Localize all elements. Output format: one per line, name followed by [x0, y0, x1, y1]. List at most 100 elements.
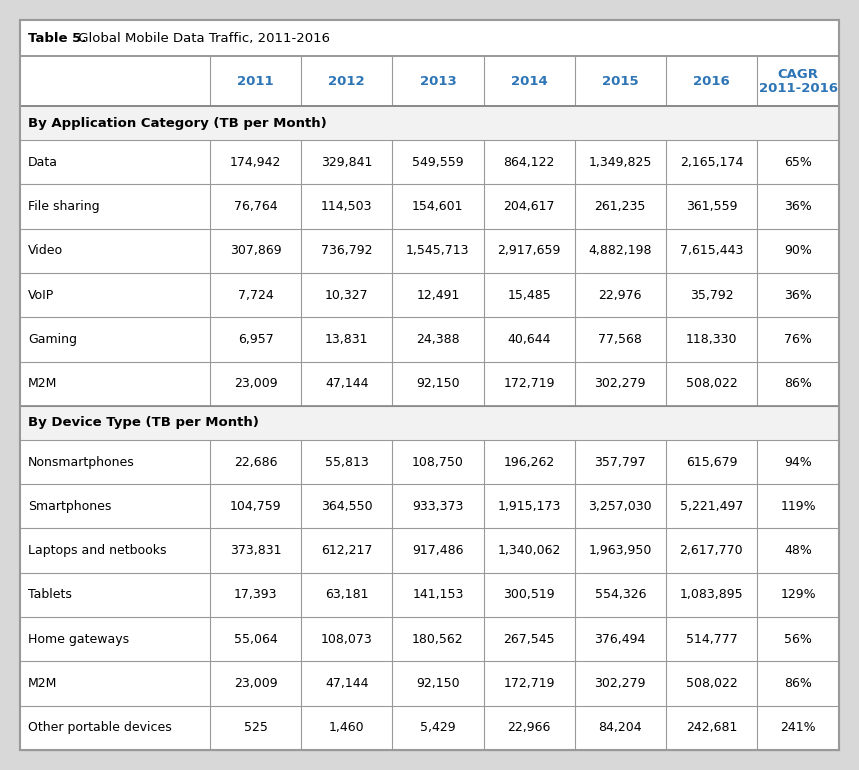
Text: 2011-2016: 2011-2016	[758, 82, 838, 95]
Text: 736,792: 736,792	[321, 244, 373, 257]
Text: 22,976: 22,976	[599, 289, 642, 302]
Text: 55,064: 55,064	[234, 633, 277, 646]
Text: By Application Category (TB per Month): By Application Category (TB per Month)	[28, 116, 326, 129]
Text: 3,257,030: 3,257,030	[588, 500, 652, 513]
Text: CAGR: CAGR	[777, 68, 819, 81]
Text: 300,519: 300,519	[503, 588, 555, 601]
Text: 917,486: 917,486	[412, 544, 464, 557]
Text: 361,559: 361,559	[685, 200, 737, 213]
Text: 204,617: 204,617	[503, 200, 555, 213]
Bar	[20, 229, 839, 273]
Bar	[20, 20, 839, 56]
Text: 508,022: 508,022	[685, 377, 737, 390]
Text: 261,235: 261,235	[594, 200, 646, 213]
Text: 55,813: 55,813	[325, 456, 369, 468]
Text: 7,615,443: 7,615,443	[679, 244, 743, 257]
Text: 1,545,713: 1,545,713	[406, 244, 470, 257]
Text: 514,777: 514,777	[685, 633, 737, 646]
Text: 2013: 2013	[419, 75, 456, 88]
Text: 141,153: 141,153	[412, 588, 464, 601]
Text: 56%: 56%	[784, 633, 812, 646]
Bar	[20, 106, 839, 140]
Bar	[20, 661, 839, 705]
Text: 4,882,198: 4,882,198	[588, 244, 652, 257]
Text: 615,679: 615,679	[685, 456, 737, 468]
Text: 84,204: 84,204	[599, 721, 642, 735]
Text: 307,869: 307,869	[229, 244, 282, 257]
Text: 15,485: 15,485	[507, 289, 551, 302]
Text: 77,568: 77,568	[599, 333, 643, 346]
Text: 104,759: 104,759	[229, 500, 282, 513]
Bar	[20, 528, 839, 573]
Text: 92,150: 92,150	[416, 377, 460, 390]
Text: Table 5.: Table 5.	[28, 32, 87, 45]
Text: 23,009: 23,009	[234, 377, 277, 390]
Text: 1,083,895: 1,083,895	[679, 588, 743, 601]
Text: 612,217: 612,217	[321, 544, 373, 557]
Text: 63,181: 63,181	[325, 588, 369, 601]
Text: 114,503: 114,503	[321, 200, 373, 213]
Bar	[20, 317, 839, 362]
Text: 118,330: 118,330	[685, 333, 737, 346]
Text: Nonsmartphones: Nonsmartphones	[28, 456, 135, 468]
Text: 1,915,173: 1,915,173	[497, 500, 561, 513]
Text: 6,957: 6,957	[238, 333, 273, 346]
Bar	[20, 273, 839, 317]
Text: 2012: 2012	[328, 75, 365, 88]
Text: Tablets: Tablets	[28, 588, 72, 601]
Text: By Device Type (TB per Month): By Device Type (TB per Month)	[28, 417, 259, 430]
Text: 267,545: 267,545	[503, 633, 555, 646]
Text: 1,460: 1,460	[329, 721, 364, 735]
Text: 94%: 94%	[784, 456, 812, 468]
Text: 92,150: 92,150	[416, 677, 460, 690]
Text: 108,073: 108,073	[321, 633, 373, 646]
Text: 65%: 65%	[784, 156, 812, 169]
Text: 2,617,770: 2,617,770	[679, 544, 743, 557]
Text: 48%: 48%	[784, 544, 812, 557]
Text: 933,373: 933,373	[412, 500, 464, 513]
Bar	[20, 56, 839, 106]
Bar	[20, 362, 839, 406]
Text: 47,144: 47,144	[325, 677, 369, 690]
Bar	[20, 617, 839, 661]
Text: 119%: 119%	[780, 500, 816, 513]
Text: 35,792: 35,792	[690, 289, 734, 302]
Text: Other portable devices: Other portable devices	[28, 721, 172, 735]
Text: 373,831: 373,831	[230, 544, 282, 557]
Text: 47,144: 47,144	[325, 377, 369, 390]
Text: 508,022: 508,022	[685, 677, 737, 690]
Text: 172,719: 172,719	[503, 677, 555, 690]
Text: 357,797: 357,797	[594, 456, 646, 468]
Text: Video: Video	[28, 244, 63, 257]
Text: Laptops and netbooks: Laptops and netbooks	[28, 544, 167, 557]
Text: 2,165,174: 2,165,174	[679, 156, 743, 169]
Text: 364,550: 364,550	[321, 500, 373, 513]
Text: VoIP: VoIP	[28, 289, 54, 302]
Text: Home gateways: Home gateways	[28, 633, 129, 646]
Text: Global Mobile Data Traffic, 2011-2016: Global Mobile Data Traffic, 2011-2016	[74, 32, 330, 45]
Text: 525: 525	[244, 721, 267, 735]
Text: 302,279: 302,279	[594, 377, 646, 390]
Text: Smartphones: Smartphones	[28, 500, 112, 513]
Text: 329,841: 329,841	[321, 156, 373, 169]
Text: 174,942: 174,942	[230, 156, 281, 169]
Bar	[20, 440, 839, 484]
Text: Gaming: Gaming	[28, 333, 77, 346]
Text: 86%: 86%	[784, 677, 812, 690]
Bar	[20, 140, 839, 184]
Text: 172,719: 172,719	[503, 377, 555, 390]
Bar	[20, 573, 839, 617]
Text: 2015: 2015	[602, 75, 638, 88]
Text: 24,388: 24,388	[416, 333, 460, 346]
Bar	[20, 406, 839, 440]
Text: 196,262: 196,262	[503, 456, 555, 468]
Text: 302,279: 302,279	[594, 677, 646, 690]
Text: M2M: M2M	[28, 377, 58, 390]
Text: 180,562: 180,562	[412, 633, 464, 646]
Text: 1,340,062: 1,340,062	[497, 544, 561, 557]
Text: 242,681: 242,681	[685, 721, 737, 735]
Text: 5,429: 5,429	[420, 721, 456, 735]
Text: 154,601: 154,601	[412, 200, 464, 213]
Text: 10,327: 10,327	[325, 289, 369, 302]
Text: 2,917,659: 2,917,659	[497, 244, 561, 257]
